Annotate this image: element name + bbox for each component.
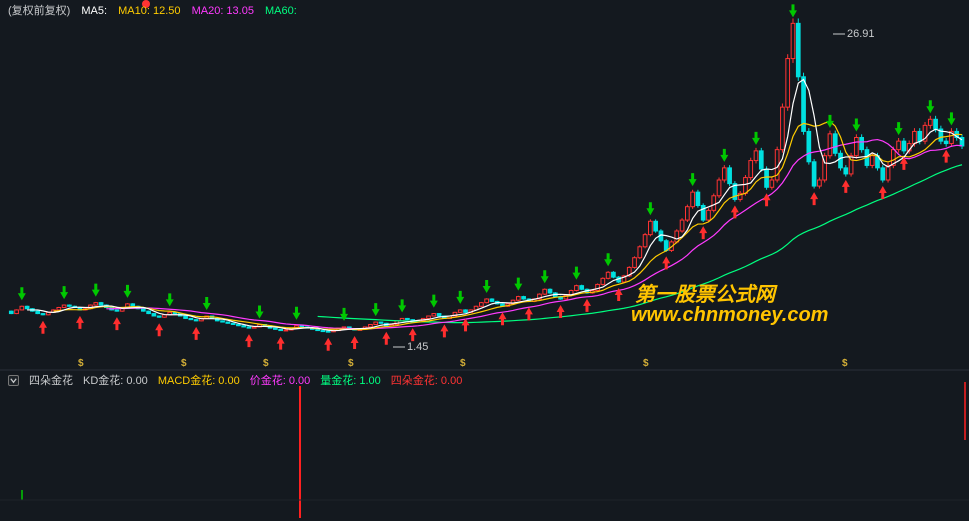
legend-ma20: MA20: 13.05 bbox=[192, 5, 254, 17]
legend-desc: (复权前复权) bbox=[8, 5, 70, 17]
indicator-legend: 四朵金花 KD金花: 0.00 MACD金花: 0.00 价金花: 0.00 量… bbox=[8, 372, 468, 388]
chevron-down-icon[interactable] bbox=[8, 375, 19, 386]
ind-four: 四朵金花: 0.00 bbox=[391, 372, 463, 388]
stock-chart-root: (复权前复权) MA5: MA10: 12.50 MA20: 13.05 MA6… bbox=[0, 0, 969, 521]
ind-kd: KD金花: 0.00 bbox=[83, 372, 148, 388]
ind-vol: 量金花: 1.00 bbox=[320, 372, 381, 388]
legend-ma60: MA60: bbox=[265, 5, 297, 17]
ind-macd: MACD金花: 0.00 bbox=[158, 372, 240, 388]
chart-canvas[interactable] bbox=[0, 0, 969, 521]
legend-ma10: MA10: 12.50 bbox=[118, 5, 180, 17]
upper-legend: (复权前复权) MA5: MA10: 12.50 MA20: 13.05 MA6… bbox=[8, 2, 305, 18]
ind-name: 四朵金花 bbox=[29, 372, 73, 388]
legend-ma5: MA5: bbox=[81, 5, 107, 17]
ind-price: 价金花: 0.00 bbox=[250, 372, 311, 388]
